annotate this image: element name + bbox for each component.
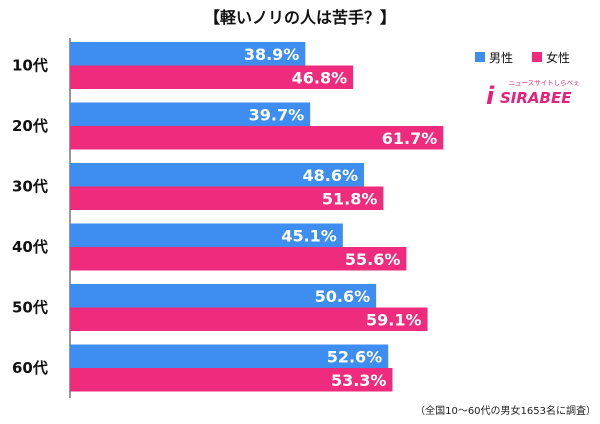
value-label-male: 48.6% bbox=[303, 166, 359, 185]
legend-box bbox=[467, 44, 590, 72]
logo-tagline: ニュースサイトしらべぇ bbox=[508, 79, 579, 87]
bar-male bbox=[70, 223, 343, 247]
value-label-male: 38.9% bbox=[244, 45, 300, 64]
value-label-male: 50.6% bbox=[315, 287, 371, 306]
value-label-male: 52.6% bbox=[327, 347, 383, 366]
value-label-male: 45.1% bbox=[281, 226, 337, 245]
chart-title: 【軽いノリの人は苦手？】 bbox=[204, 8, 396, 27]
value-label-female: 55.6% bbox=[345, 250, 401, 269]
legend-label-female: 女性 bbox=[546, 50, 570, 65]
category-label: 50代 bbox=[12, 299, 48, 317]
sirabee-logo: i ニュースサイトしらべぇ SIRABEE bbox=[482, 76, 590, 110]
legend-swatch-female bbox=[532, 52, 542, 62]
bar-male bbox=[70, 284, 377, 308]
bar-male bbox=[70, 102, 311, 126]
bar-male bbox=[70, 344, 389, 368]
category-label: 60代 bbox=[12, 359, 48, 377]
logo-background bbox=[482, 76, 590, 110]
bars-layer: 10代 38.9% 46.8% 20代 39.7% 61.7% 30代 48.6% 51.8% 4… bbox=[12, 42, 444, 392]
chart-footnote: （全国10〜60代の男女1653名に調査） bbox=[415, 404, 596, 417]
category-label: 10代 bbox=[12, 57, 48, 75]
value-label-female: 53.3% bbox=[331, 371, 387, 390]
bar-female bbox=[70, 65, 354, 89]
legend-swatch-male bbox=[475, 52, 485, 62]
logo-mark: i bbox=[486, 82, 495, 110]
bar-female bbox=[70, 368, 393, 392]
category-label: 30代 bbox=[12, 178, 48, 196]
value-label-female: 46.8% bbox=[292, 68, 348, 87]
category-label: 20代 bbox=[12, 117, 48, 135]
legend: 男性 女性 bbox=[467, 44, 590, 72]
value-label-female: 51.8% bbox=[322, 189, 378, 208]
bar-female bbox=[70, 126, 444, 150]
bar-female bbox=[70, 307, 428, 331]
value-label-male: 39.7% bbox=[249, 105, 305, 124]
logo-wordmark: SIRABEE bbox=[500, 89, 572, 107]
value-label-female: 61.7% bbox=[382, 129, 438, 148]
value-label-female: 59.1% bbox=[366, 310, 422, 329]
legend-label-male: 男性 bbox=[489, 51, 513, 65]
bar-female bbox=[70, 247, 407, 271]
bar-male bbox=[70, 163, 365, 187]
bar-male bbox=[70, 42, 306, 66]
category-label: 40代 bbox=[12, 238, 48, 256]
bar-female bbox=[70, 186, 384, 210]
